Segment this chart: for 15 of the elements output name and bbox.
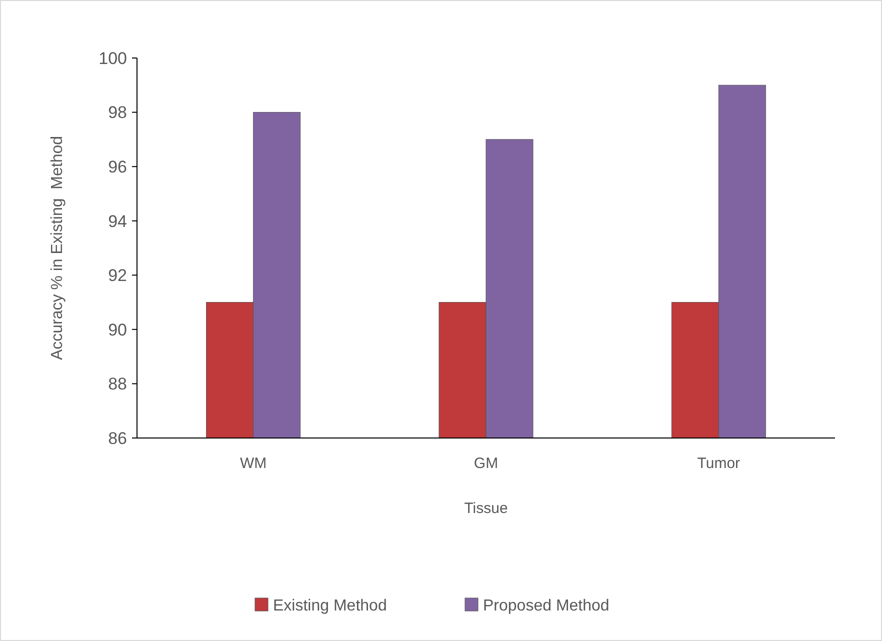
x-tick-label: Tumor	[697, 455, 740, 472]
y-tick-label: 86	[108, 428, 127, 448]
x-tick-label: WM	[240, 455, 267, 472]
legend-label: Proposed Method	[483, 598, 610, 615]
y-tick-label: 96	[108, 158, 127, 177]
y-tick-label: 94	[108, 212, 127, 231]
y-tick-label: 98	[108, 103, 127, 122]
y-tick-label: 88	[108, 374, 127, 394]
y-tick-label: 92	[108, 266, 127, 286]
x-axis-title: Tissue	[464, 500, 508, 517]
x-tick-label: GM	[474, 455, 498, 472]
legend-label: Existing Method	[273, 598, 387, 615]
y-tick-label: 100	[98, 48, 127, 68]
y-axis-title: Accuracy % in Existing Method	[49, 136, 66, 360]
y-tick-label: 90	[108, 320, 127, 340]
